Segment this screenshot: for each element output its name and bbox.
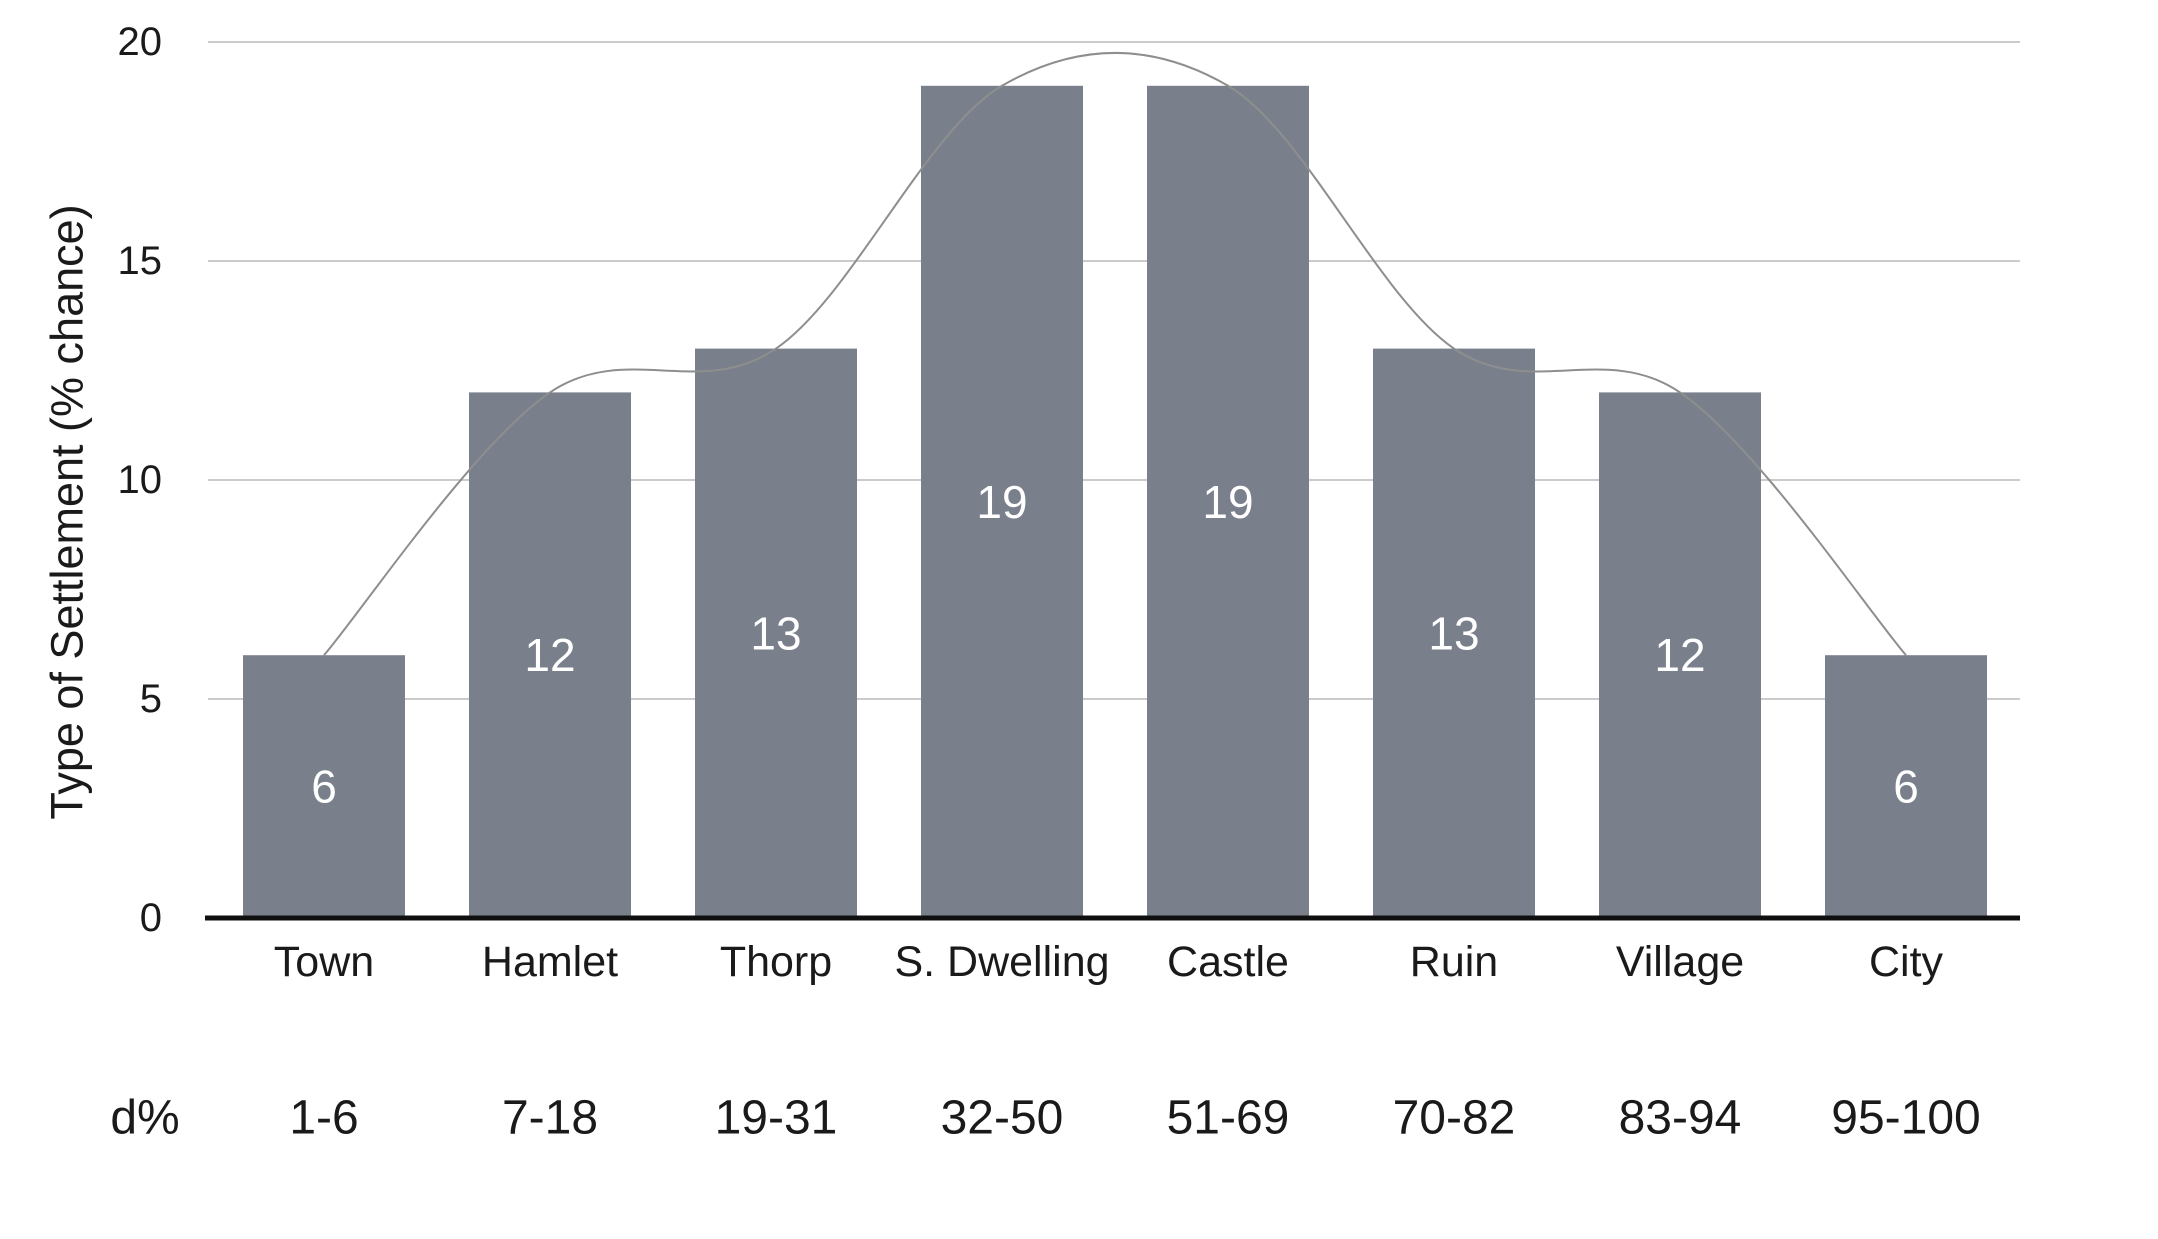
y-tick-10: 10 xyxy=(118,458,163,502)
x-axis-category-labels: Town Hamlet Thorp S. Dwelling Castle Ruin Vill… xyxy=(274,938,1944,986)
bar-town xyxy=(243,655,405,918)
x-category-label: Ruin xyxy=(1410,938,1498,986)
bar-value-label: 19 xyxy=(976,476,1027,528)
d-percent-ranges: 1-6 7-18 19-31 32-50 51-69 70-82 83-94 95-100 xyxy=(289,1092,1980,1145)
y-tick-0: 0 xyxy=(140,896,162,940)
d-percent-range: 70-82 xyxy=(1393,1092,1516,1145)
bar-value-labels: 6 12 13 19 19 13 12 6 xyxy=(311,476,1919,813)
bar-value-label: 13 xyxy=(750,607,801,659)
bar-castle xyxy=(1147,85,1309,919)
bar-value-label: 12 xyxy=(1654,629,1705,681)
x-category-label: Castle xyxy=(1167,938,1289,986)
d-percent-range: 1-6 xyxy=(289,1092,358,1145)
y-axis-title: Type of Settlement (% chance) xyxy=(42,204,93,819)
d-percent-range: 95-100 xyxy=(1831,1092,1980,1145)
y-axis-tick-labels: 0 5 10 15 20 xyxy=(118,20,163,940)
bar-value-label: 6 xyxy=(311,761,337,813)
bar-value-label: 13 xyxy=(1428,607,1479,659)
distribution-curve xyxy=(323,51,1907,656)
x-category-label: City xyxy=(1869,938,1944,986)
bar-value-label: 19 xyxy=(1202,476,1253,528)
x-category-label: Town xyxy=(274,938,374,986)
bar-thorp xyxy=(695,348,857,919)
x-category-label: Thorp xyxy=(720,938,832,986)
y-tick-20: 20 xyxy=(118,20,163,64)
d-percent-range: 51-69 xyxy=(1167,1092,1290,1145)
d-percent-range: 7-18 xyxy=(502,1092,598,1145)
d-percent-range: 83-94 xyxy=(1619,1092,1742,1145)
d-percent-range: 32-50 xyxy=(941,1092,1064,1145)
bar-value-label: 12 xyxy=(524,629,575,681)
bar-village xyxy=(1599,392,1761,918)
d-percent-range: 19-31 xyxy=(715,1092,838,1145)
bars xyxy=(243,85,1987,919)
bar-hamlet xyxy=(469,392,631,918)
x-category-label: S. Dwelling xyxy=(894,938,1109,986)
d-percent-row-label: d% xyxy=(110,1092,179,1145)
x-category-label: Hamlet xyxy=(482,938,618,986)
bar-city xyxy=(1825,655,1987,918)
x-category-label: Village xyxy=(1616,938,1744,986)
bar-s-dwelling xyxy=(921,85,1083,919)
bar-ruin xyxy=(1373,348,1535,919)
y-tick-15: 15 xyxy=(118,239,163,283)
y-tick-5: 5 xyxy=(140,677,162,721)
bar-value-label: 6 xyxy=(1893,761,1919,813)
